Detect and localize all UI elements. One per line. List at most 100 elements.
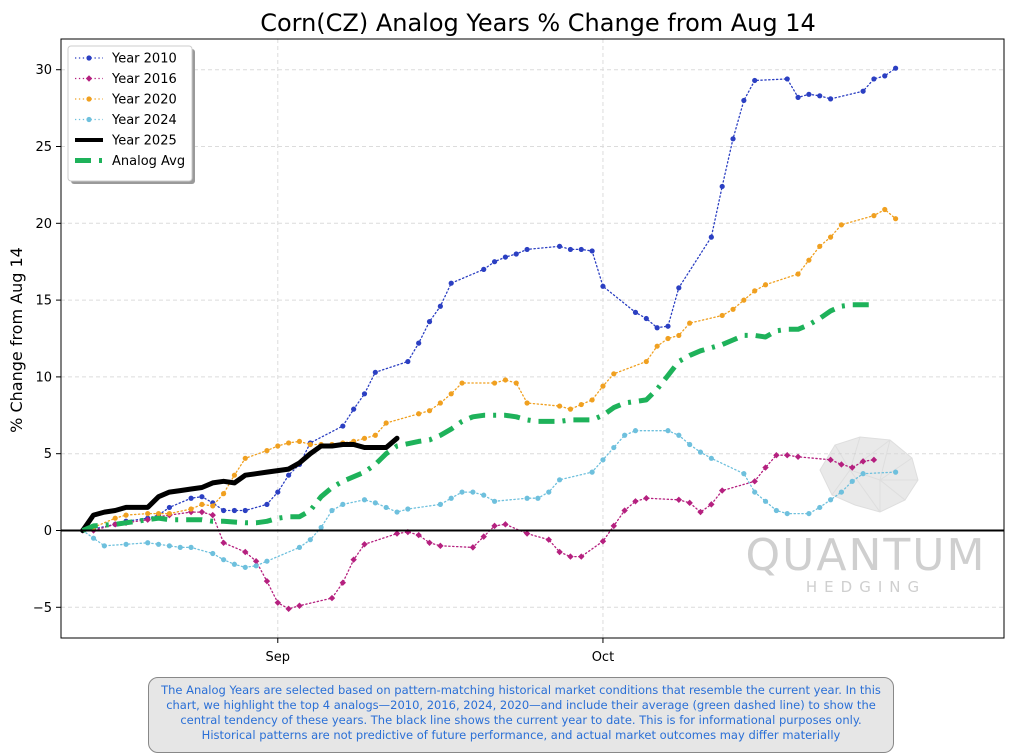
data-point — [719, 183, 725, 190]
data-point — [383, 504, 389, 511]
data-point — [361, 497, 368, 503]
data-point — [491, 259, 498, 265]
data-point — [730, 136, 736, 142]
data-point — [632, 428, 639, 434]
y-tick-label: 5 — [44, 447, 52, 462]
data-point — [882, 206, 888, 213]
data-point — [318, 524, 324, 531]
data-point — [654, 343, 660, 349]
data-point — [838, 222, 845, 228]
data-point — [806, 257, 812, 263]
data-point — [242, 455, 248, 461]
data-point — [610, 522, 617, 530]
data-point — [361, 435, 368, 441]
data-point — [752, 77, 758, 84]
data-point — [275, 443, 281, 449]
series-year-2024 — [80, 428, 899, 570]
data-point — [718, 487, 726, 494]
legend-box — [67, 45, 193, 182]
y-tick-label: −5 — [33, 601, 52, 616]
data-point — [827, 96, 834, 102]
data-point — [838, 461, 845, 468]
data-point — [264, 448, 270, 454]
y-tick-label: 20 — [35, 217, 52, 232]
data-point — [687, 441, 693, 448]
data-point — [275, 489, 281, 495]
legend-entry: Year 2010 — [75, 52, 177, 67]
data-point — [220, 507, 227, 514]
data-point — [328, 594, 336, 602]
data-point — [600, 457, 606, 463]
data-point — [817, 504, 823, 511]
data-point — [491, 380, 498, 386]
legend-marker — [85, 75, 93, 82]
y-tick-label: 0 — [44, 524, 52, 539]
data-point — [600, 283, 606, 289]
series-line — [82, 67, 897, 532]
data-point — [556, 243, 563, 249]
data-point — [762, 282, 769, 288]
data-point — [199, 501, 205, 507]
data-point — [393, 530, 401, 537]
data-point — [448, 280, 454, 286]
data-point — [893, 216, 899, 222]
data-point — [600, 383, 606, 389]
plot-frame — [60, 38, 1005, 639]
data-point — [210, 550, 216, 557]
series-year-2025 — [80, 435, 400, 533]
data-point — [491, 498, 498, 504]
data-point — [220, 557, 227, 563]
data-point — [838, 489, 845, 495]
data-point — [394, 509, 400, 515]
data-point — [556, 477, 563, 483]
data-point — [687, 320, 693, 326]
data-point — [329, 507, 335, 514]
data-point — [697, 449, 704, 455]
data-point — [556, 548, 563, 556]
data-point — [340, 423, 346, 429]
data-point — [426, 539, 433, 546]
data-point — [578, 401, 584, 408]
data-point — [242, 548, 249, 556]
legend-entry: Year 2020 — [75, 93, 177, 108]
data-point — [242, 507, 248, 514]
data-point — [144, 516, 151, 523]
data-point — [795, 94, 801, 100]
data-point — [274, 599, 281, 606]
data-point — [665, 335, 671, 342]
data-point — [166, 504, 172, 511]
watermark-brand-main: QUANTUM — [746, 530, 987, 581]
data-point — [708, 501, 715, 508]
data-point — [437, 303, 443, 309]
data-point — [426, 319, 433, 325]
legend-entry: Year 2016 — [75, 72, 177, 87]
legend-label: Analog Avg — [112, 154, 185, 169]
legend: Year 2010 Year 2016 Year 2020 Year 2024 Year… — [67, 45, 195, 184]
data-point — [654, 325, 660, 331]
data-point — [426, 408, 433, 414]
data-point — [871, 76, 877, 82]
legend-label: Year 2025 — [111, 134, 177, 149]
data-point — [231, 507, 238, 514]
data-point — [351, 406, 357, 412]
quantum-hedging-watermark: QUANTUM HEDGING — [746, 436, 987, 596]
data-point — [112, 515, 118, 521]
data-point — [849, 478, 855, 484]
data-point — [589, 248, 595, 254]
data-point — [437, 400, 443, 406]
data-point — [155, 510, 162, 517]
data-point — [794, 453, 802, 460]
data-point — [155, 541, 162, 547]
data-point — [556, 403, 563, 409]
data-point — [372, 369, 378, 375]
legend-label: Year 2024 — [111, 113, 177, 128]
data-point — [589, 397, 595, 403]
data-point — [599, 538, 607, 545]
x-tick-label: Oct — [592, 650, 614, 665]
data-point — [578, 553, 585, 560]
legend-label: Year 2010 — [111, 52, 177, 67]
data-point — [481, 266, 487, 272]
legend-entry: Year 2024 — [75, 113, 177, 128]
data-point — [719, 312, 725, 319]
legend-marker — [86, 55, 92, 61]
